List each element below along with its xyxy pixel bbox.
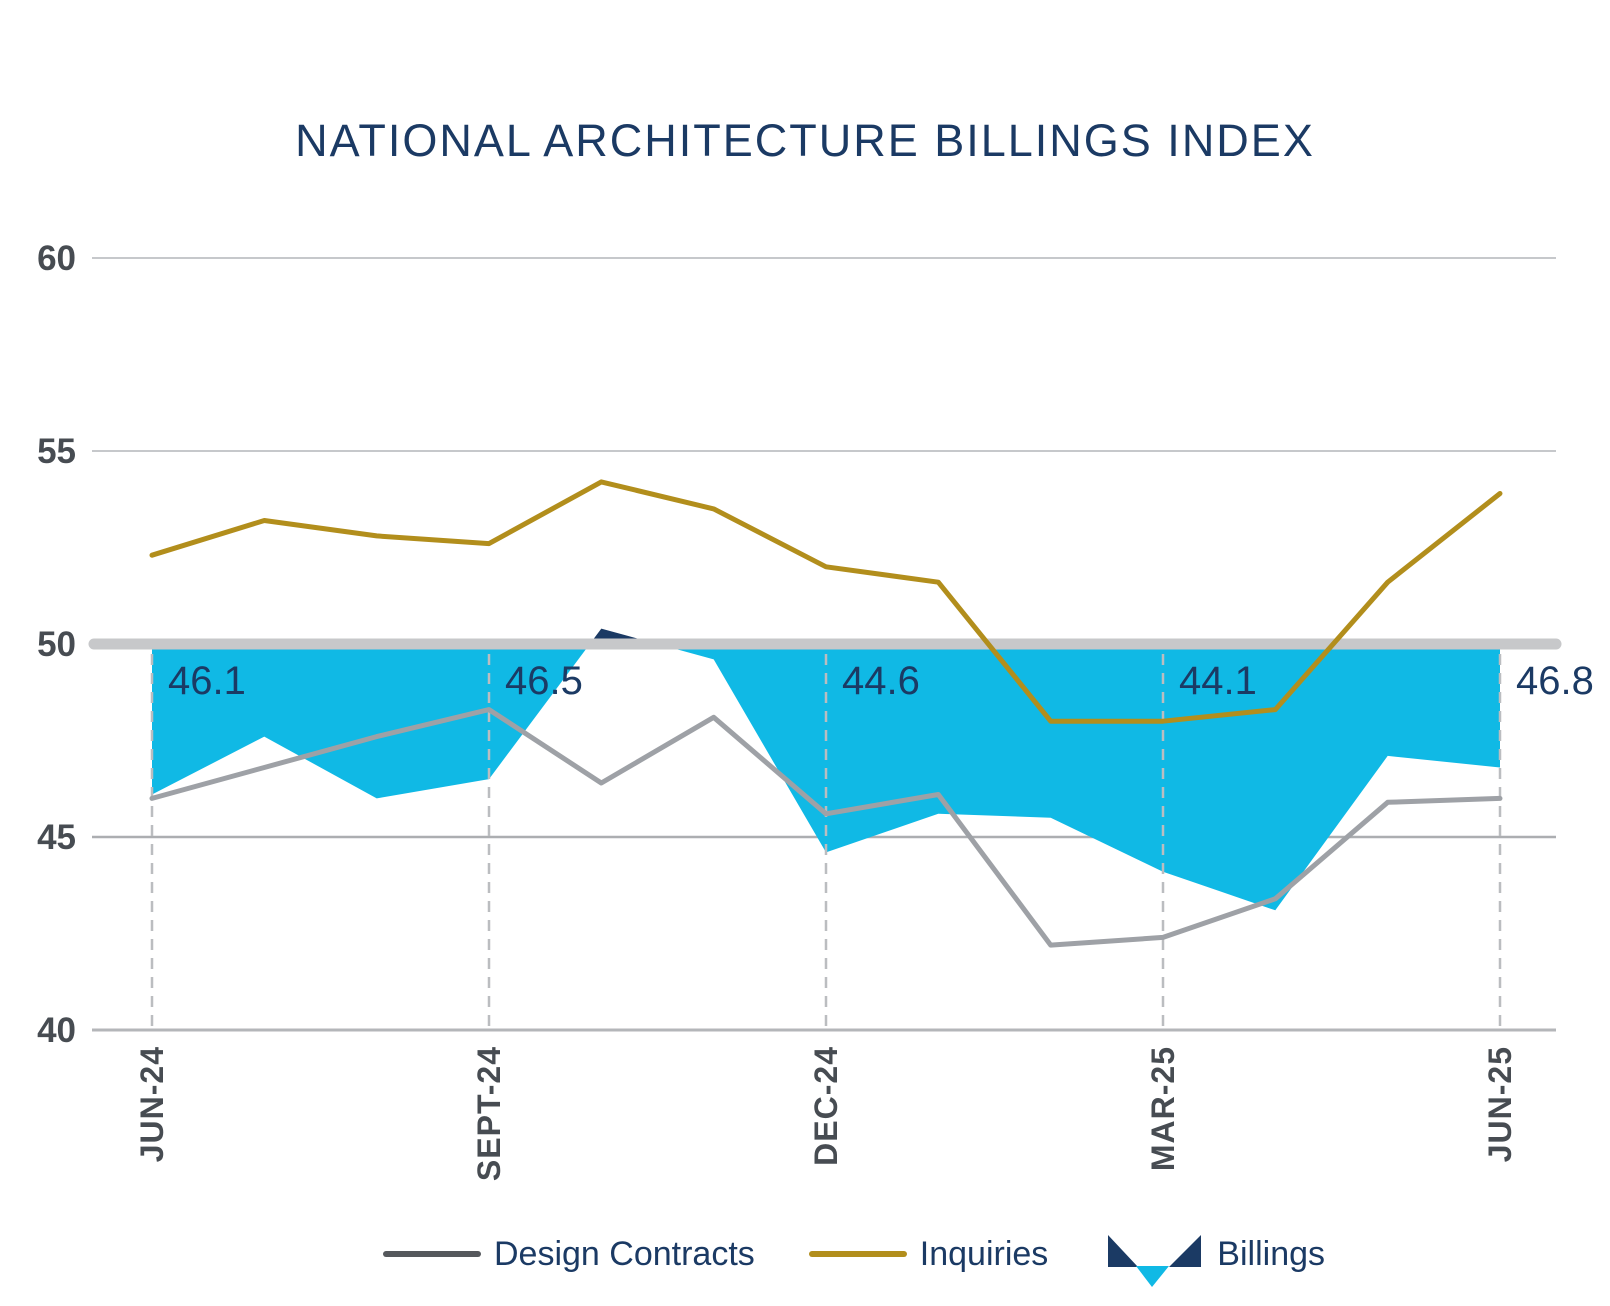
billings-value-label-46.1: 46.1 (168, 659, 246, 703)
x-axis-label-dec-24: DEC-24 (808, 1046, 844, 1166)
billings-value-label-44.1: 44.1 (1179, 659, 1257, 703)
legend: Design Contracts Inquiries Billings (383, 1221, 1325, 1287)
billings-value-label-44.6: 44.6 (842, 659, 920, 703)
legend-item-inquiries: Inquiries (808, 1234, 1049, 1274)
legend-item-billings: Billings (1108, 1221, 1325, 1287)
y-axis-label-45: 45 (37, 818, 76, 857)
billings-value-label-46.5: 46.5 (505, 659, 583, 703)
x-axis-label-jun-24: JUN-24 (134, 1046, 170, 1162)
chart-title: NATIONAL ARCHITECTURE BILLINGS INDEX (295, 115, 1315, 166)
y-axis-label-40: 40 (37, 1011, 76, 1050)
y-axis-label-60: 60 (37, 239, 76, 278)
inquiries-line (149, 479, 1503, 724)
legend-item-design-contracts: Design Contracts (383, 1235, 755, 1274)
design-contracts-line (149, 707, 1503, 948)
billings-area-icon (1108, 1235, 1202, 1287)
legend-label-inquiries: Inquiries (919, 1234, 1049, 1273)
x-axis-label-mar-25: MAR-25 (1145, 1046, 1181, 1171)
legend-label-design-contracts: Design Contracts (494, 1234, 755, 1273)
legend-label-billings: Billings (1217, 1234, 1326, 1273)
x-axis-label-jun-25: JUN-25 (1482, 1046, 1518, 1162)
design-contracts-line-swatch (383, 1251, 481, 1257)
x-axis-label-sept-24: SEPT-24 (471, 1046, 507, 1181)
inquiries-line-swatch (808, 1251, 907, 1257)
billings-value-label-46.8: 46.8 (1516, 659, 1594, 703)
y-axis-label-55: 55 (37, 432, 76, 471)
y-axis-label-50: 50 (37, 625, 76, 664)
